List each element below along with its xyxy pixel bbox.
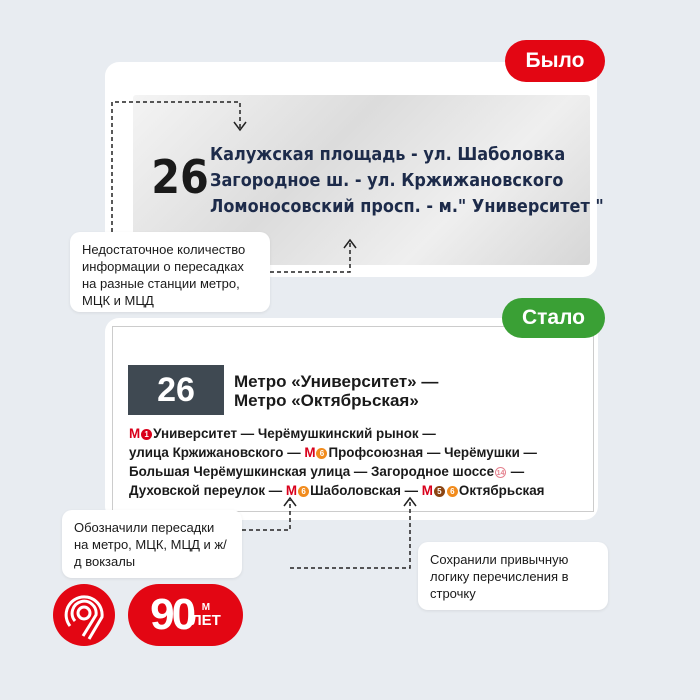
old-route-number: 26 <box>151 150 209 204</box>
old-line: Ломоносовский просп. - м." Университет " <box>210 197 604 217</box>
after-badge: Стало <box>502 298 605 338</box>
after-note-left: Обозначили пересадки на метро, МЦК, МЦД … <box>62 510 242 578</box>
route-text: Университет — Черёмушкинский рынок — <box>153 426 436 441</box>
route-text: — <box>507 464 525 479</box>
new-number-text: 26 <box>157 370 195 409</box>
title-line: Метро «Октябрьская» <box>234 391 419 410</box>
anniversary-number: 90 <box>150 590 196 639</box>
anniversary-word: ЛЕТ <box>191 611 221 629</box>
new-route-title: Метро «Университет» — Метро «Октябрьская… <box>234 372 438 410</box>
before-badge: Было <box>505 40 605 82</box>
new-route-number: 26 <box>128 365 224 415</box>
metro-logo <box>53 584 115 646</box>
dashed-arrows-top <box>111 101 357 273</box>
route-text: Духовской переулок — <box>129 483 286 498</box>
mcd-14-icon: 14 <box>495 467 507 478</box>
route-text: Шаболовская — <box>310 483 422 498</box>
line-1-icon: 1 <box>141 429 153 440</box>
old-route-lines: Калужская площадь - ул. Шаболовка Загоро… <box>210 142 638 220</box>
line-6-icon: 6 <box>298 486 310 497</box>
route-text: улица Кржижановского — <box>129 445 305 460</box>
old-line: Калужская площадь - ул. Шаболовка <box>210 145 566 165</box>
route-text: Большая Черёмушкинская улица — Загородно… <box>129 464 495 479</box>
line-5-icon: 5 <box>433 486 445 497</box>
metro-icon: М <box>304 445 316 460</box>
line-6-icon: 6 <box>446 486 458 497</box>
after-note-right: Сохранили привычную логику перечисления … <box>418 542 608 610</box>
old-line: Загородное ш. - ул. Кржижановского <box>210 171 564 191</box>
anniversary-90-logo: 90 М ЛЕТ <box>128 584 243 646</box>
route-text: Профсоюзная — Черёмушки — <box>328 445 537 460</box>
route-stops: М 1 Университет — Черёмушкинский рынок — у… <box>129 424 545 500</box>
metro-icon: М <box>421 483 433 498</box>
before-note: Недостаточное количество информации о пе… <box>70 232 270 312</box>
metro-icon: М <box>129 426 141 441</box>
new-sign-board <box>112 326 594 512</box>
line-6-icon: 6 <box>316 448 328 459</box>
route-text: Октябрьская <box>458 483 545 498</box>
anniversary-m: М <box>201 601 211 613</box>
metro-icon: М <box>285 483 298 498</box>
metro-spiral-icon <box>64 595 104 640</box>
title-line: Метро «Университет» — <box>234 372 439 391</box>
